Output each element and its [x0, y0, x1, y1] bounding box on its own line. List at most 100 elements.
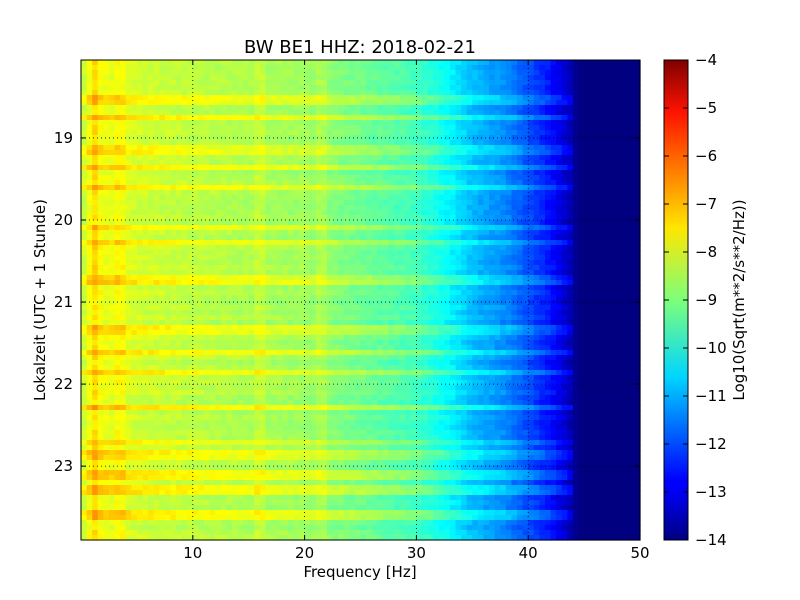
heatmap-cell: [304, 190, 311, 196]
heatmap-cell: [600, 175, 608, 181]
heatmap-cell: [231, 285, 239, 291]
heatmap-cell: [265, 185, 272, 191]
heatmap-cell: [114, 140, 121, 146]
heatmap-cell: [366, 60, 373, 66]
heatmap-cell: [366, 145, 373, 151]
heatmap-cell: [589, 305, 596, 311]
heatmap-cell: [600, 210, 608, 216]
heatmap-cell: [120, 185, 127, 191]
heatmap-cell: [108, 175, 116, 181]
heatmap-cell: [136, 220, 144, 226]
heatmap-cell: [360, 235, 367, 241]
heatmap-cell: [584, 235, 591, 241]
heatmap-cell: [103, 60, 110, 66]
heatmap-cell: [438, 160, 445, 166]
heatmap-cell: [86, 80, 93, 86]
heatmap-cell: [433, 140, 440, 146]
heatmap-cell: [472, 130, 479, 136]
heatmap-cell: [522, 180, 529, 186]
heatmap-cell: [265, 290, 272, 296]
heatmap-cell: [209, 135, 216, 141]
heatmap-cell: [628, 270, 636, 276]
heatmap-cell: [343, 165, 350, 171]
heatmap-cell: [120, 270, 127, 276]
heatmap-cell: [410, 270, 417, 276]
heatmap-cell: [416, 80, 423, 86]
heatmap-cell: [377, 95, 384, 101]
heatmap-cell: [405, 60, 412, 66]
heatmap-cell: [164, 305, 172, 311]
heatmap-cell: [410, 75, 417, 81]
heatmap-cell: [617, 260, 624, 266]
heatmap-cell: [578, 180, 585, 186]
heatmap-cell: [600, 105, 608, 111]
heatmap-cell: [517, 300, 524, 306]
heatmap-cell: [634, 255, 641, 261]
heatmap-cell: [466, 80, 473, 86]
heatmap-cell: [528, 135, 535, 141]
heatmap-cell: [220, 175, 227, 181]
heatmap-cell: [360, 145, 367, 151]
heatmap-cell: [103, 65, 110, 71]
heatmap-cell: [556, 95, 563, 101]
heatmap-cell: [449, 200, 457, 206]
heatmap-cell: [477, 145, 485, 151]
heatmap-cell: [539, 300, 546, 306]
heatmap-cell: [354, 95, 362, 101]
heatmap-cell: [81, 95, 88, 101]
heatmap-cell: [561, 125, 568, 131]
heatmap-cell: [131, 260, 138, 266]
heatmap-cell: [449, 110, 457, 116]
heatmap-cell: [377, 185, 384, 191]
heatmap-cell: [321, 140, 328, 146]
heatmap-cell: [511, 110, 518, 116]
heatmap-cell: [276, 305, 283, 311]
heatmap-cell: [148, 60, 155, 66]
heatmap-cell: [176, 260, 183, 266]
heatmap-cell: [176, 220, 183, 226]
heatmap-cell: [226, 230, 233, 236]
heatmap-cell: [472, 60, 479, 66]
heatmap-cell: [153, 85, 160, 91]
heatmap-cell: [176, 195, 183, 201]
heatmap-cell: [287, 105, 295, 111]
heatmap-cell: [539, 250, 546, 256]
heatmap-cell: [517, 220, 524, 226]
heatmap-cell: [181, 140, 188, 146]
heatmap-cell: [612, 285, 619, 291]
heatmap-cell: [315, 135, 322, 141]
heatmap-cell: [528, 230, 535, 236]
heatmap-cell: [377, 155, 384, 161]
heatmap-cell: [321, 130, 328, 136]
heatmap-cell: [550, 305, 557, 311]
heatmap-cell: [561, 180, 568, 186]
heatmap-cell: [282, 75, 289, 81]
heatmap-cell: [382, 155, 390, 161]
heatmap-cell: [600, 90, 608, 96]
heatmap-cell: [176, 75, 183, 81]
heatmap-cell: [600, 65, 608, 71]
heatmap-cell: [276, 165, 283, 171]
heatmap-cell: [500, 125, 507, 131]
heatmap-cell: [405, 200, 412, 206]
heatmap-cell: [248, 145, 255, 151]
heatmap-cell: [505, 305, 513, 311]
heatmap-cell: [539, 115, 546, 121]
heatmap-cell: [567, 225, 574, 231]
heatmap-cell: [528, 140, 535, 146]
heatmap-cell: [472, 115, 479, 121]
heatmap-cell: [421, 125, 429, 131]
heatmap-cell: [287, 285, 295, 291]
heatmap-cell: [248, 140, 255, 146]
heatmap-cell: [131, 250, 138, 256]
heatmap-cell: [271, 145, 278, 151]
heatmap-cell: [265, 245, 272, 251]
heatmap-cell: [237, 255, 244, 261]
heatmap-cell: [533, 155, 540, 161]
heatmap-cell: [477, 170, 485, 176]
heatmap-cell: [410, 225, 417, 231]
heatmap-cell: [114, 185, 121, 191]
heatmap-cell: [226, 110, 233, 116]
heatmap-cell: [567, 190, 574, 196]
heatmap-cell: [164, 110, 172, 116]
